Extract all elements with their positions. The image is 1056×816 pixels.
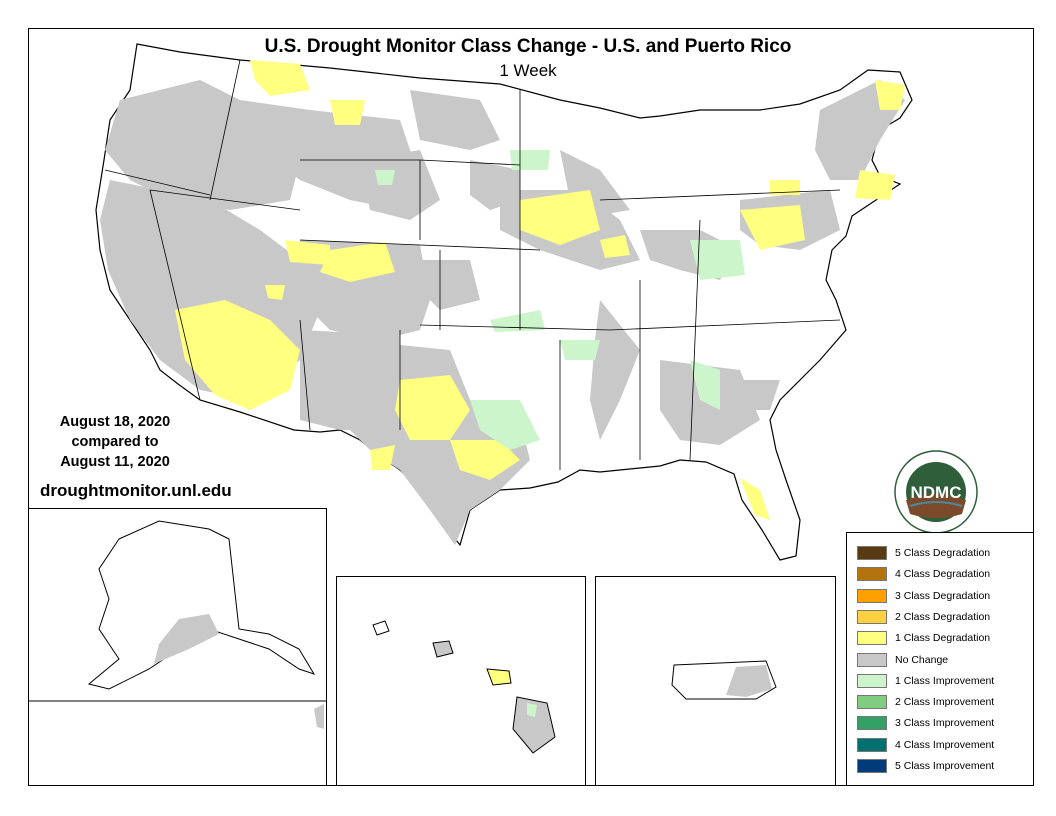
legend-label: 4 Class Improvement: [895, 738, 995, 751]
legend-item: 4 Class Degradation: [857, 566, 990, 582]
current-date: August 18, 2020: [59, 414, 171, 430]
alaska-map: [29, 520, 326, 729]
legend-swatch: [857, 546, 887, 560]
legend-swatch: [857, 759, 887, 773]
map-title: U.S. Drought Monitor Class Change - U.S.…: [264, 36, 792, 57]
hawaii-kauai: [372, 620, 390, 636]
legend-item: 2 Class Degradation: [857, 609, 990, 625]
legend-item: 1 Class Degradation: [857, 630, 990, 646]
compared-to-label: compared to: [71, 434, 159, 450]
legend-label: 5 Class Degradation: [895, 547, 991, 559]
legend-item: 4 Class Improvement: [857, 737, 994, 753]
legend-swatch: [857, 695, 887, 710]
hawaii-maui: [486, 668, 512, 686]
hawaii-map: [372, 620, 556, 754]
legend-label: 3 Class Improvement: [895, 717, 995, 730]
hawaii-inset: [336, 576, 586, 786]
legend-item: 3 Class Improvement: [857, 715, 994, 731]
legend-item: 5 Class Degradation: [857, 545, 990, 561]
hawaii-oahu: [432, 640, 454, 658]
alaska-no-change: [154, 614, 219, 664]
legend-swatch: [857, 567, 887, 582]
alaska-inset: [28, 508, 327, 786]
website-url[interactable]: droughtmonitor.unl.edu: [40, 481, 232, 500]
ndmc-acronym: NDMC: [911, 483, 962, 502]
legend-item: 1 Class Improvement: [857, 673, 994, 689]
legend-label: 4 Class Degradation: [895, 568, 991, 581]
legend-label: 1 Class Degradation: [895, 632, 991, 645]
puerto-rico-map: [671, 660, 777, 700]
legend-label: 5 Class Improvement: [895, 760, 995, 772]
legend-swatch: [857, 609, 887, 624]
legend-item: 3 Class Degradation: [857, 588, 990, 604]
legend-label: 2 Class Degradation: [895, 610, 991, 623]
ndmc-logo: NDMC: [894, 450, 978, 534]
legend-label: 1 Class Improvement: [895, 674, 995, 687]
state-borders: [104, 59, 841, 470]
legend-item: 2 Class Improvement: [857, 694, 994, 710]
legend-label: 2 Class Improvement: [895, 696, 995, 709]
legend-swatch: [857, 588, 887, 603]
map-subtitle: 1 Week: [499, 61, 557, 80]
legend-swatch: [857, 673, 887, 688]
legend-item: No Change: [857, 652, 948, 668]
date-block: August 18, 2020 compared to August 11, 2…: [40, 412, 190, 472]
improvement-1-areas: [375, 150, 745, 450]
legend-item: 5 Class Improvement: [857, 758, 994, 774]
legend-label: 3 Class Degradation: [895, 589, 991, 602]
puerto-rico-no-change: [726, 665, 772, 697]
aleutian-no-change: [314, 704, 324, 729]
legend-swatch: [857, 737, 887, 752]
legend-label: No Change: [895, 653, 949, 666]
legend-swatch: [857, 631, 887, 646]
puerto-rico-inset: [595, 576, 836, 786]
alaska-outline: [87, 520, 316, 690]
legend-swatch: [857, 652, 887, 667]
hawaii-big-island: [512, 696, 556, 754]
legend-swatch: [857, 716, 887, 731]
hawaii-big-island-green: [527, 703, 537, 717]
legend: 5 Class Degradation 4 Class Degradation 3 …: [846, 532, 1034, 786]
degradation-1-areas: [175, 60, 905, 520]
previous-date: August 11, 2020: [60, 454, 170, 470]
